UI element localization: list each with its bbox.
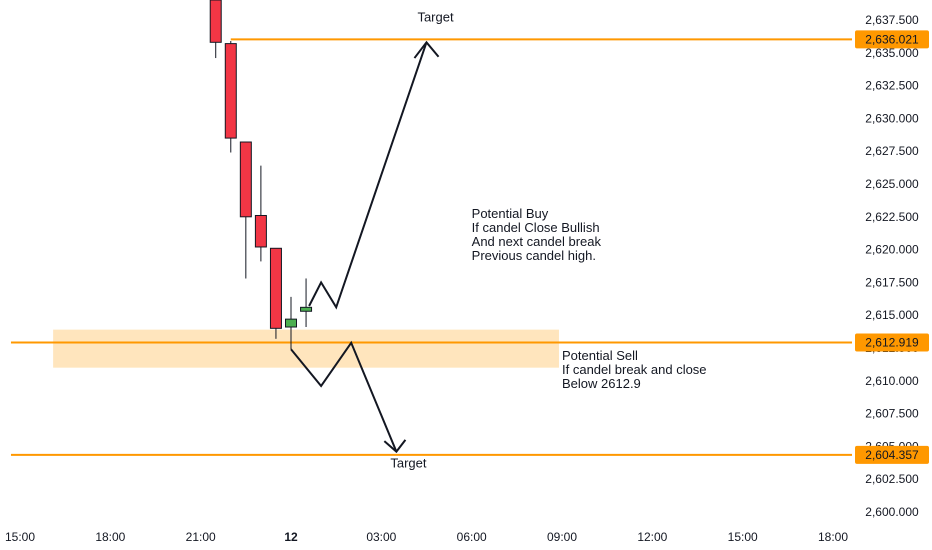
x-tick-label: 15:00: [728, 530, 758, 544]
target-bottom-label: Target: [390, 455, 427, 470]
candle: [209, 0, 222, 59]
candle: [300, 278, 313, 328]
sell-note-line: If candel break and close: [562, 362, 707, 377]
sell-note-line: Potential Sell: [562, 348, 638, 363]
sell-note-line: Below 2612.9: [562, 376, 641, 391]
x-tick-label: 18:00: [818, 530, 848, 544]
sell-scenario-path: [290, 340, 398, 452]
price-tag: 2,636.021: [855, 30, 929, 49]
x-tick-label: 12:00: [637, 530, 667, 544]
candle: [254, 165, 267, 262]
y-tick-label: 2,607.500: [865, 407, 919, 421]
candle-body: [254, 214, 267, 248]
y-tick-label: 2,602.500: [865, 472, 919, 486]
buy-note-line: And next candel break: [472, 234, 602, 249]
buy-note-line: Potential Buy: [472, 206, 549, 221]
price-tag-bg: [855, 30, 929, 49]
y-tick-label: 2,610.000: [865, 374, 919, 388]
candle-body: [300, 306, 313, 312]
y-tick-label: 2,615.000: [865, 308, 919, 322]
support-zone: [53, 329, 559, 368]
candle: [285, 296, 297, 350]
y-tick-label: 2,635.000: [865, 46, 919, 60]
x-tick-label: 09:00: [547, 530, 577, 544]
y-tick-label: 2,632.500: [865, 79, 919, 93]
candle: [269, 247, 282, 339]
price-tag-bg: [855, 445, 929, 464]
candle-body: [209, 0, 222, 43]
y-tick-label: 2,625.000: [865, 177, 919, 191]
x-tick-label: 21:00: [186, 530, 216, 544]
x-tick-label: 03:00: [366, 530, 396, 544]
buy-scenario-path: [308, 41, 428, 310]
y-tick-label: 2,622.500: [865, 210, 919, 224]
buy-note: Potential Buy If candel Close Bullish And …: [472, 206, 602, 263]
y-tick-label: 2,600.000: [865, 505, 919, 519]
y-tick-label: 2,627.500: [865, 144, 919, 158]
target-top-label: Target: [417, 9, 454, 24]
price-tag-label: 2,604.357: [865, 448, 919, 462]
x-tick-label: 15:00: [5, 530, 35, 544]
candle-body: [224, 43, 237, 139]
y-tick-label: 2,620.000: [865, 243, 919, 257]
price-tag-bg: [855, 333, 929, 352]
price-tag-label: 2,636.021: [865, 32, 919, 46]
buy-note-line: If candel Close Bullish: [472, 220, 600, 235]
candle-body: [269, 247, 282, 329]
y-tick-label: 2,630.000: [865, 111, 919, 125]
candle: [224, 40, 237, 153]
buy-note-line: Previous candel high.: [472, 248, 596, 263]
sell-arrowhead-icon: [383, 439, 407, 454]
price-tag: 2,604.357: [855, 445, 929, 464]
x-tick-label: 06:00: [457, 530, 487, 544]
sell-note: Potential Sell If candel break and close B…: [562, 348, 707, 391]
buy-arrowhead-icon: [413, 40, 440, 59]
x-tick-label: 18:00: [95, 530, 125, 544]
candle-body: [285, 318, 297, 328]
x-tick-label: 12: [284, 530, 298, 544]
price-tag-label: 2,612.919: [865, 336, 919, 350]
y-tick-label: 2,617.500: [865, 275, 919, 289]
candle: [239, 141, 252, 279]
candle-body: [239, 141, 252, 218]
price-tag: 2,612.919: [855, 333, 929, 352]
y-tick-label: 2,637.500: [865, 13, 919, 27]
